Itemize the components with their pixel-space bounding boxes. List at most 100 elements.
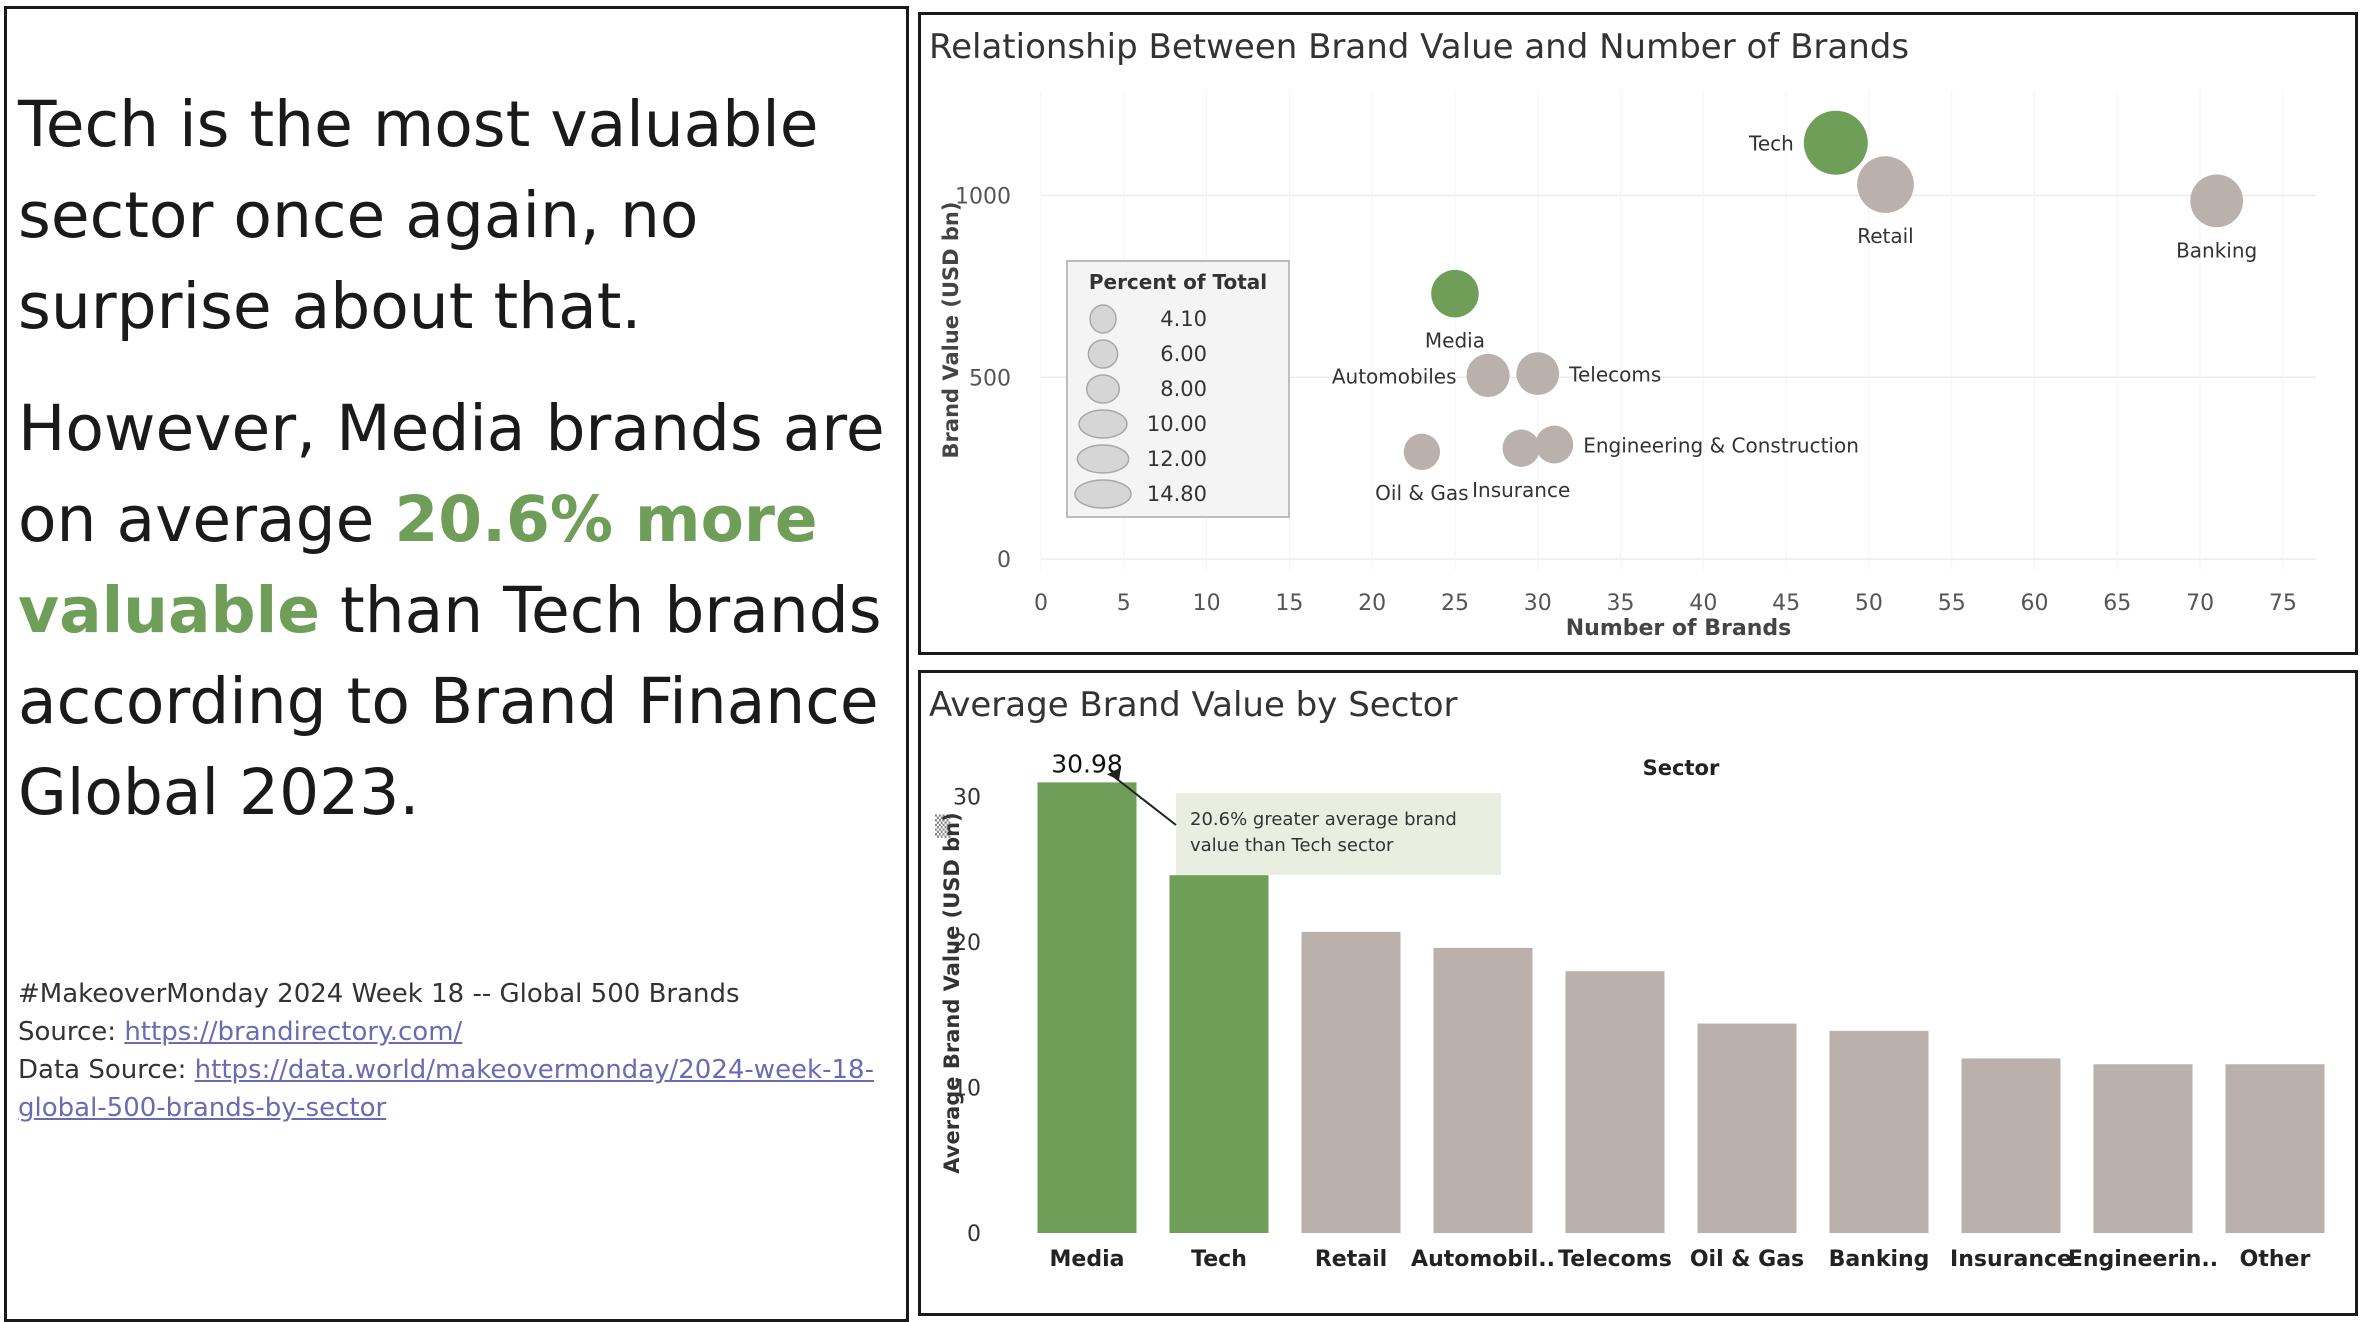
bar-engineerin [2093,1064,2193,1233]
bubble-insurance [1502,429,1540,467]
x-tick-label: 30 [1524,591,1552,616]
bar-other [2225,1064,2325,1233]
bar-banking [1829,1030,1929,1233]
annotation-text-line-2: value than Tech sector [1190,835,1394,856]
x-tick-label: 45 [1772,591,1800,616]
size-legend-value: 8.00 [1160,377,1207,401]
x-tick-label: 0 [1034,591,1048,616]
bar-media [1037,782,1137,1233]
y-tick-label: 10 [953,1077,981,1102]
x-tick-label: 60 [2021,591,2049,616]
x-tick-label: 35 [1607,591,1635,616]
headline-insight-highlight: 20.6% more valuable [18,483,818,647]
bar-telecoms [1565,971,1665,1233]
x-tick-label: 15 [1275,591,1303,616]
y-tick-label: 500 [969,366,1011,391]
size-legend-value: 14.80 [1147,482,1207,506]
x-tick-label: 25 [1441,591,1469,616]
bubble-media [1431,269,1479,318]
size-legend-value: 4.10 [1160,307,1207,331]
category-label-banking: Banking [1829,1247,1930,1272]
bubble-telecoms [1516,352,1560,396]
bar-title: Average Brand Value by Sector [929,685,1458,725]
bubble-label-banking: Banking [2176,238,2257,262]
bubble-label-automobiles: Automobiles [1332,364,1457,388]
y-tick-label: 1000 [955,184,1011,209]
category-label-insurance: Insurance [1950,1247,2072,1272]
category-label-oil-gas: Oil & Gas [1690,1247,1804,1272]
bar-insurance [1961,1058,2061,1233]
size-legend-value: 12.00 [1147,447,1207,471]
annotation-box [1176,793,1501,875]
size-legend-bubble [1089,304,1117,334]
category-label-tech: Tech [1191,1247,1247,1272]
x-axis-title: Number of Brands [1566,616,1792,641]
y-tick-label: 0 [997,548,1011,573]
bubble-retail [1857,156,1914,213]
bubble-banking [2190,174,2244,228]
size-legend-bubble [1087,339,1119,369]
scatter-title: Relationship Between Brand Value and Num… [929,27,1910,67]
annotation-arrow-line [1110,773,1177,826]
headline-insight: However, Media brands are on average 20.… [18,383,898,838]
category-label-automobil: Automobil.. [1411,1247,1555,1272]
data-source-link[interactable]: https://data.world/makeovermonday/2024-w… [18,1055,874,1123]
size-legend-bubble [1076,444,1130,474]
bubble-automobiles [1466,353,1510,397]
scatter-panel: Relationship Between Brand Value and Num… [918,12,2358,655]
scatter-chart: 0 500 1000 0 5 10 15 20 25 30 35 40 45 50 55 60 65 70 75 Nu… [939,90,2316,641]
x-tick-label: 10 [1193,591,1221,616]
source-link[interactable]: https://brandirectory.com/ [124,1017,463,1047]
size-legend-bubble [1078,409,1128,439]
bar-retail [1301,931,1401,1233]
makeover-line: #MakeoverMonday 2024 Week 18 -- Global 5… [18,979,740,1009]
bubble-label-engineering-construction: Engineering & Construction [1583,434,1859,458]
y-tick-label: 0 [967,1222,981,1247]
y-axis-title: Average Brand Value (USD bn) [940,812,964,1173]
size-legend-value: 10.00 [1147,412,1207,436]
x-tick-label: 50 [1855,591,1883,616]
bubble-label-telecoms: Telecoms [1568,363,1661,387]
sort-icon: ▒ [935,814,951,838]
bubble-engineering-construction [1535,425,1574,464]
size-legend-value: 6.00 [1160,342,1207,366]
bubble-label-tech: Tech [1748,132,1794,156]
bubble-tech [1803,110,1868,175]
x-tick-label: 5 [1117,591,1131,616]
y-tick-label: 20 [953,931,981,956]
source-line: Source: https://brandirectory.com/ [18,1013,878,1051]
size-legend-bubble [1074,479,1132,509]
bar-automobil [1433,947,1533,1233]
x-tick-label: 20 [1358,591,1386,616]
x-tick-label: 75 [2269,591,2297,616]
category-label-engineerin: Engineerin.. [2068,1247,2218,1272]
headline-insight-suffix: than Tech brands according to Brand Fina… [18,574,882,829]
size-legend-bubble [1085,374,1121,404]
category-label-retail: Retail [1315,1247,1387,1272]
data-source-line: Data Source: https://data.world/makeover… [18,1051,878,1127]
bubble-label-retail: Retail [1857,224,1914,248]
story-panel: Tech is the most valuable sector once ag… [4,6,909,1322]
annotation-arrow-head [1107,767,1121,781]
category-label-media: Media [1050,1247,1125,1272]
source-block: #MakeoverMonday 2024 Week 18 -- Global 5… [18,975,878,1127]
bar-tech [1169,875,1269,1233]
bubble-label-media: Media [1425,328,1485,352]
x-tick-label: 40 [1689,591,1717,616]
size-legend-title: Percent of Total [1089,270,1267,294]
y-axis-title: Brand Value (USD bn) [939,202,963,459]
category-label-other: Other [2240,1247,2311,1272]
bubble-oil-gas [1403,433,1440,470]
bar-panel: Average Brand Value by Sector Sector ▒ 0 10… [918,670,2358,1316]
x-tick-label: 70 [2186,591,2214,616]
bar-oil-gas [1697,1023,1797,1233]
x-tick-label: 65 [2103,591,2131,616]
y-tick-label: 30 [953,786,981,811]
category-label-telecoms: Telecoms [1558,1247,1672,1272]
source-label: Source: [18,1017,125,1047]
data-source-label: Data Source: [18,1055,195,1085]
annotation-text-line-1: 20.6% greater average brand [1190,809,1457,830]
headline-intro: Tech is the most valuable sector once ag… [18,88,819,343]
x-tick-label: 55 [1938,591,1966,616]
